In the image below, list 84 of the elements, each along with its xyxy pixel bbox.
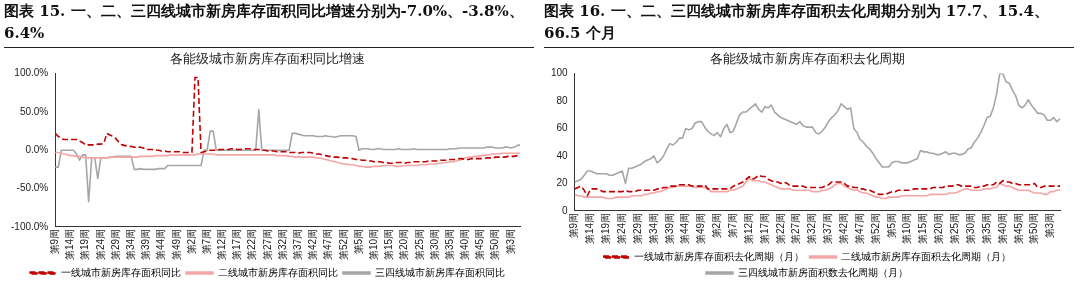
x-tick-label: 第50周: [489, 228, 501, 260]
y-tick-label: 60: [556, 122, 569, 134]
chart-title: 图表 15. 一、二、三四线城市新房库存面积同比增速分别为-7.0%、-3.8%、6.4%: [4, 0, 534, 48]
x-tick-label: 第44周: [679, 212, 691, 244]
legend-label: 三四线城市新房面积数去化周期（月）: [737, 266, 908, 278]
x-tick-label: 第27周: [261, 228, 273, 260]
x-tick-label: 第22周: [246, 228, 258, 260]
x-tick-label: 第39周: [140, 228, 152, 260]
x-tick-label: 第2周: [711, 212, 723, 239]
x-tick-label: 第52周: [869, 212, 881, 244]
x-tick-label: 第9周: [568, 212, 580, 239]
x-tick-label: 第24周: [616, 212, 628, 244]
x-tick-label: 第14周: [584, 212, 596, 244]
x-tick-label: 第30周: [428, 228, 440, 260]
x-tick-label: 第24周: [94, 228, 106, 260]
x-tick-label: 第12周: [742, 212, 754, 244]
x-tick-label: 第34周: [124, 228, 136, 260]
legend-label: 二线城市新房库存面积去化周期（月）: [841, 250, 1011, 262]
chart-subtitle: 各能级城市新房库存面积同比增速: [169, 51, 365, 67]
x-tick-label: 第19周: [600, 212, 612, 244]
x-tick-label: 第15周: [917, 212, 929, 244]
y-tick-label: 20: [556, 177, 569, 189]
x-tick-label: 第29周: [109, 228, 121, 260]
x-tick-label: 第2周: [185, 228, 197, 255]
x-tick-label: 第22周: [774, 212, 786, 244]
x-tick-label: 第25周: [949, 212, 961, 244]
y-tick-label: -50.0%: [16, 182, 49, 194]
x-tick-label: 第45周: [1012, 212, 1024, 244]
x-tick-label: 第10周: [901, 212, 913, 244]
y-tick-label: 0: [562, 204, 569, 216]
x-tick-label: 第34周: [647, 212, 659, 244]
x-tick-label: 第20周: [933, 212, 945, 244]
legend-label: 一线城市新房库存面积同比: [60, 266, 181, 278]
x-tick-label: 第35周: [443, 228, 455, 260]
x-tick-label: 第3周: [1044, 212, 1056, 239]
x-tick-label: 第14周: [64, 228, 76, 260]
y-tick-label: -100.0%: [11, 220, 49, 232]
y-tick-label: 50.0%: [19, 105, 49, 117]
chart-title: 图表 16. 一、二、三四线城市新房库存面积去化周期分别为 17.7、15.4、66.5 个月: [544, 0, 1074, 48]
x-tick-label: 第40周: [996, 212, 1008, 244]
x-tick-label: 第37周: [822, 212, 834, 244]
x-tick-label: 第20周: [398, 228, 410, 260]
x-tick-label: 第29周: [631, 212, 643, 244]
x-tick-label: 第17周: [231, 228, 243, 260]
x-tick-label: 第7周: [200, 228, 212, 255]
x-tick-label: 第44周: [155, 228, 167, 260]
x-tick-label: 第12周: [216, 228, 228, 260]
y-tick-label: 100: [551, 67, 569, 79]
x-tick-label: 第10周: [367, 228, 379, 260]
x-tick-label: 第47周: [853, 212, 865, 244]
x-tick-label: 第42周: [838, 212, 850, 244]
x-tick-label: 第32周: [276, 228, 288, 260]
chart-subtitle: 各能级城市新房库存面积去化周期: [709, 51, 905, 67]
y-tick-label: 40: [556, 149, 569, 161]
legend-label: 二线城市新房库存面积同比: [217, 266, 338, 278]
x-tick-label: 第27周: [790, 212, 802, 244]
x-tick-label: 第32周: [806, 212, 818, 244]
y-tick-label: 80: [556, 94, 569, 106]
legend-label: 一线城市新房库存面积去化周期（月）: [634, 250, 804, 262]
x-tick-label: 第49周: [695, 212, 707, 244]
x-tick-label: 第30周: [964, 212, 976, 244]
x-tick-label: 第15周: [383, 228, 395, 260]
x-tick-label: 第7周: [727, 212, 739, 239]
x-tick-label: 第25周: [413, 228, 425, 260]
x-tick-label: 第35周: [980, 212, 992, 244]
x-tick-label: 第5周: [352, 228, 364, 255]
x-tick-label: 第42周: [307, 228, 319, 260]
x-tick-label: 第45周: [474, 228, 486, 260]
x-tick-label: 第17周: [758, 212, 770, 244]
x-tick-label: 第19周: [79, 228, 91, 260]
x-tick-label: 第52周: [337, 228, 349, 260]
x-tick-label: 第50周: [1028, 212, 1040, 244]
x-tick-label: 第37周: [292, 228, 303, 260]
x-tick-label: 第49周: [170, 228, 182, 260]
x-tick-label: 第9周: [49, 228, 60, 255]
y-tick-label: 0.0%: [25, 143, 49, 155]
y-tick-label: 100.0%: [14, 67, 49, 79]
x-tick-label: 第5周: [885, 212, 897, 239]
x-tick-label: 第39周: [663, 212, 675, 244]
legend-label: 三四线城市新房库存面积同比: [374, 266, 505, 278]
x-tick-label: 第40周: [459, 228, 471, 260]
line-series: [54, 76, 521, 165]
x-tick-label: 第47周: [322, 228, 334, 260]
x-tick-label: 第3周: [504, 228, 516, 255]
